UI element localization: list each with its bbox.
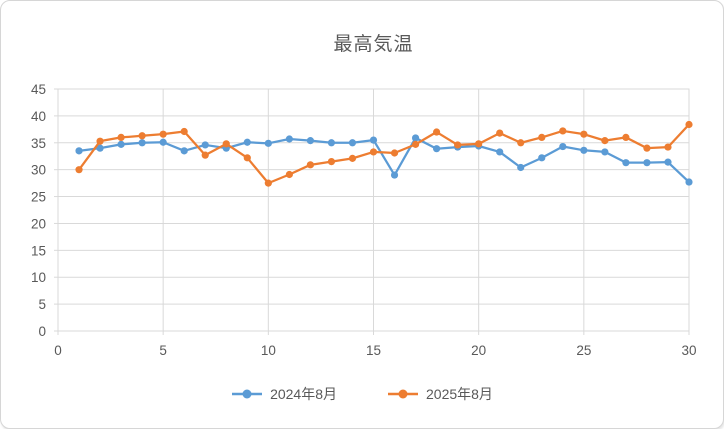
- data-point: [517, 139, 525, 147]
- data-point: [454, 141, 462, 149]
- data-point: [75, 147, 83, 155]
- x-tick-label: 25: [576, 343, 591, 358]
- data-point: [201, 141, 209, 149]
- legend-key-2025-icon: [388, 389, 418, 399]
- data-point: [411, 140, 420, 148]
- x-tick-label: 20: [471, 343, 486, 358]
- data-point: [369, 136, 378, 144]
- data-point: [538, 133, 546, 141]
- data-point: [327, 139, 336, 147]
- y-tick-label: 25: [31, 190, 46, 205]
- data-point: [643, 144, 651, 152]
- data-point: [496, 129, 504, 137]
- data-point: [201, 151, 209, 159]
- data-point: [475, 140, 483, 148]
- data-point: [243, 138, 251, 146]
- data-point: [327, 158, 336, 166]
- data-point: [580, 130, 588, 138]
- data-point: [433, 128, 441, 136]
- data-point: [411, 134, 420, 142]
- legend-label-2025: 2025年8月: [426, 386, 493, 402]
- data-point: [580, 146, 588, 154]
- data-point: [390, 149, 399, 157]
- data-point: [685, 178, 693, 186]
- series-line-0: [78, 136, 690, 183]
- x-tick-label: 5: [159, 343, 167, 358]
- data-point: [138, 139, 146, 147]
- y-tick-label: 10: [31, 270, 46, 285]
- data-point: [96, 144, 104, 152]
- y-tick-label: 30: [31, 163, 46, 178]
- data-point: [222, 140, 230, 148]
- y-tick-label: 0: [38, 324, 46, 339]
- legend-item-2025: 2025年8月: [387, 384, 493, 404]
- data-point: [243, 154, 251, 162]
- legend-label-2024: 2024年8月: [270, 386, 337, 402]
- data-point: [559, 142, 567, 151]
- data-point: [180, 127, 188, 136]
- data-point: [390, 171, 399, 179]
- y-tick-label: 40: [31, 109, 46, 124]
- legend-item-2024: 2024年8月: [231, 384, 337, 404]
- x-tick-label: 30: [681, 343, 696, 358]
- y-tick-label: 45: [31, 82, 46, 97]
- data-point: [285, 170, 293, 179]
- data-point: [159, 138, 167, 146]
- data-point: [643, 159, 651, 167]
- y-tick-label: 35: [31, 136, 46, 151]
- data-point: [96, 137, 104, 145]
- data-point: [117, 133, 125, 141]
- x-tick-label: 15: [366, 343, 381, 358]
- data-point: [601, 148, 609, 156]
- legend: 2024年8月 2025年8月: [1, 384, 723, 404]
- data-point: [685, 120, 693, 129]
- data-point: [664, 143, 672, 151]
- data-point: [559, 127, 567, 135]
- data-point: [306, 161, 314, 169]
- data-point: [601, 137, 609, 145]
- data-point: [264, 179, 272, 187]
- y-tick-label: 15: [31, 243, 46, 258]
- y-tick-label: 5: [38, 297, 46, 312]
- x-tick-label: 0: [54, 343, 62, 358]
- data-point: [138, 132, 146, 140]
- x-tick-label: 10: [261, 343, 276, 358]
- data-point: [117, 140, 125, 148]
- data-point: [538, 154, 546, 162]
- legend-marker-2024: [242, 389, 252, 399]
- data-point: [348, 139, 357, 147]
- legend-marker-2025: [398, 389, 408, 399]
- data-point: [306, 137, 314, 145]
- data-point: [622, 159, 630, 167]
- data-point: [285, 135, 293, 143]
- data-point: [369, 148, 378, 156]
- data-point: [496, 148, 504, 156]
- chart-title: 最高気温: [333, 34, 414, 55]
- data-point: [622, 133, 630, 141]
- data-point: [517, 163, 525, 172]
- data-point: [159, 130, 167, 138]
- series-line-1: [78, 123, 690, 185]
- y-tick-label: 20: [31, 216, 46, 231]
- data-point: [664, 158, 672, 166]
- data-point: [75, 166, 83, 174]
- legend-key-2024-icon: [232, 389, 263, 399]
- data-point: [264, 139, 272, 147]
- data-point: [180, 147, 188, 155]
- data-point: [348, 154, 357, 162]
- data-point: [433, 145, 441, 153]
